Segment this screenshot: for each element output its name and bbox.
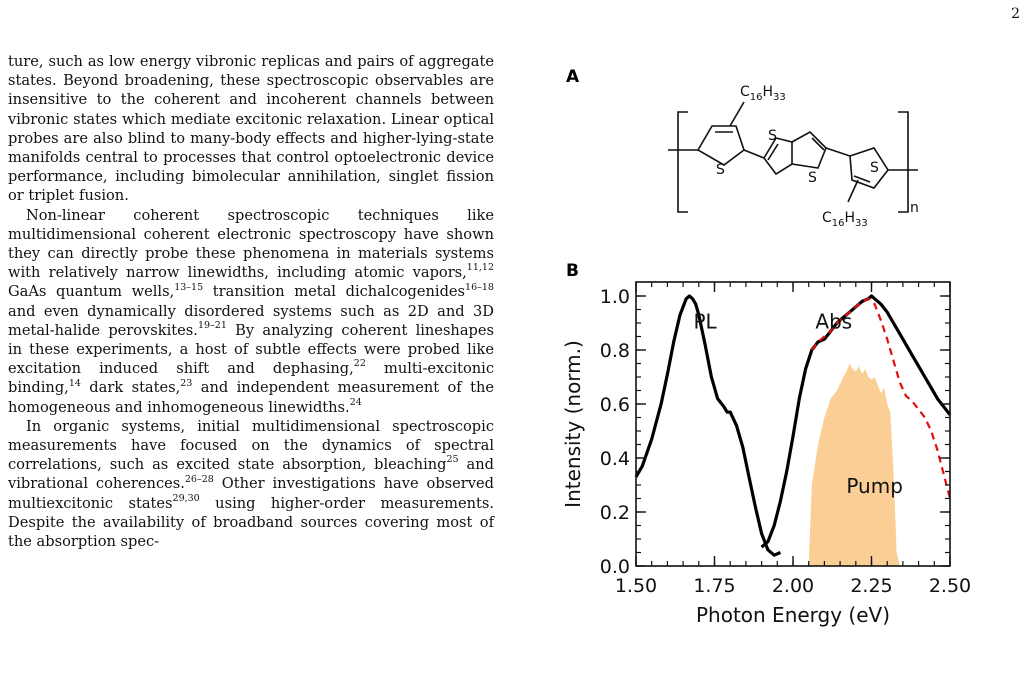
series-line-2	[810, 297, 952, 499]
citation-superscript: 16–18	[465, 281, 494, 293]
sulfur-3: S	[808, 170, 817, 186]
figure-svg: A S S S S	[561, 67, 971, 627]
text-segment: using higher-order measurements. Despite…	[8, 494, 494, 551]
panel-b-label: B	[566, 261, 579, 281]
right-bracket	[898, 111, 909, 213]
text-segment: GaAs quantum wells,	[8, 283, 175, 301]
citation-superscript: 24	[349, 396, 362, 408]
citation-superscript: 14	[68, 377, 81, 389]
series-line-0	[634, 294, 782, 557]
x-tick-label: 2.50	[929, 575, 971, 597]
thienothiophene-left	[763, 137, 793, 176]
x-axis-label: Photon Energy (eV)	[696, 603, 890, 627]
text-segment: dark states,	[80, 379, 181, 397]
paragraph: ture, such as low energy vibronic replic…	[8, 52, 494, 206]
substituent-bottom: C16H33	[822, 210, 868, 229]
y-tick-label: 0.2	[600, 502, 630, 524]
text-segment: Other investigations have observed multi…	[8, 475, 494, 512]
text-segment: By analyzing coherent lineshapes in thes…	[8, 321, 494, 378]
citation-superscript: 23	[180, 377, 193, 389]
y-tick-label: 0.4	[600, 448, 630, 470]
annotation-abs: Abs	[815, 309, 852, 333]
citation-superscript: 19–21	[197, 319, 227, 331]
text-segment: and independent measurement of the homog…	[8, 379, 494, 416]
x-tick-label: 2.25	[850, 575, 892, 597]
text-segment: In organic systems, initial multidimensi…	[8, 417, 494, 474]
citation-superscript: 29,30	[172, 492, 200, 504]
x-tick-label: 1.50	[615, 575, 657, 597]
thiophene-ring-1	[696, 125, 745, 166]
figure: A S S S S	[540, 52, 1020, 652]
plot-frame	[635, 281, 951, 567]
y-tick-label: 1.0	[600, 286, 630, 308]
body-text-column: ture, such as low energy vibronic replic…	[8, 52, 494, 551]
annotation-pump: Pump	[846, 474, 903, 498]
y-tick-label: 0.0	[600, 556, 630, 578]
text-segment: Non-linear coherent spectroscopic techni…	[8, 206, 494, 282]
substituent-top: C16H33	[740, 84, 786, 103]
thienothiophene-right	[791, 131, 827, 169]
panel-a-label: A	[566, 67, 580, 87]
text-segment: ture, such as low energy vibronic replic…	[8, 53, 494, 205]
y-tick-label: 0.6	[600, 394, 630, 416]
citation-superscript: 26–28	[184, 473, 214, 485]
citation-superscript: 13–15	[174, 281, 204, 293]
page-number: 2	[1011, 6, 1020, 22]
sulfur-2: S	[768, 128, 777, 144]
citation-superscript: 25	[446, 454, 459, 466]
paragraph: Non-linear coherent spectroscopic techni…	[8, 206, 494, 417]
series-pump-area	[808, 363, 900, 566]
y-tick-label: 0.8	[600, 340, 630, 362]
citation-superscript: 11,12	[466, 262, 494, 274]
paragraph: In organic systems, initial multidimensi…	[8, 417, 494, 551]
spectrum-chart: 1.50 1.75 2.00 2.25 2.50 0.0 0.2 0.4 0.6 0.8 1.0 Ph…	[561, 281, 971, 627]
left-bracket	[677, 111, 688, 213]
annotation-pl: PL	[693, 309, 717, 333]
sulfur-1: S	[716, 162, 725, 178]
polymer-structure	[668, 101, 918, 213]
text-segment: and vibrational coherences.	[8, 456, 494, 493]
citation-superscript: 22	[353, 358, 366, 370]
y-axis-label: Intensity (norm.)	[561, 340, 585, 508]
text-segment: and even dynamically disordered systems …	[8, 302, 494, 339]
sulfur-4: S	[870, 160, 879, 176]
x-tick-label: 2.00	[772, 575, 814, 597]
thiophene-ring-2	[849, 147, 889, 189]
text-segment: transition metal dichalcogenides	[203, 283, 466, 301]
text-segment: multi-excitonic binding,	[8, 360, 494, 397]
repeat-unit-n: n	[910, 200, 919, 216]
x-tick-label: 1.75	[693, 575, 735, 597]
